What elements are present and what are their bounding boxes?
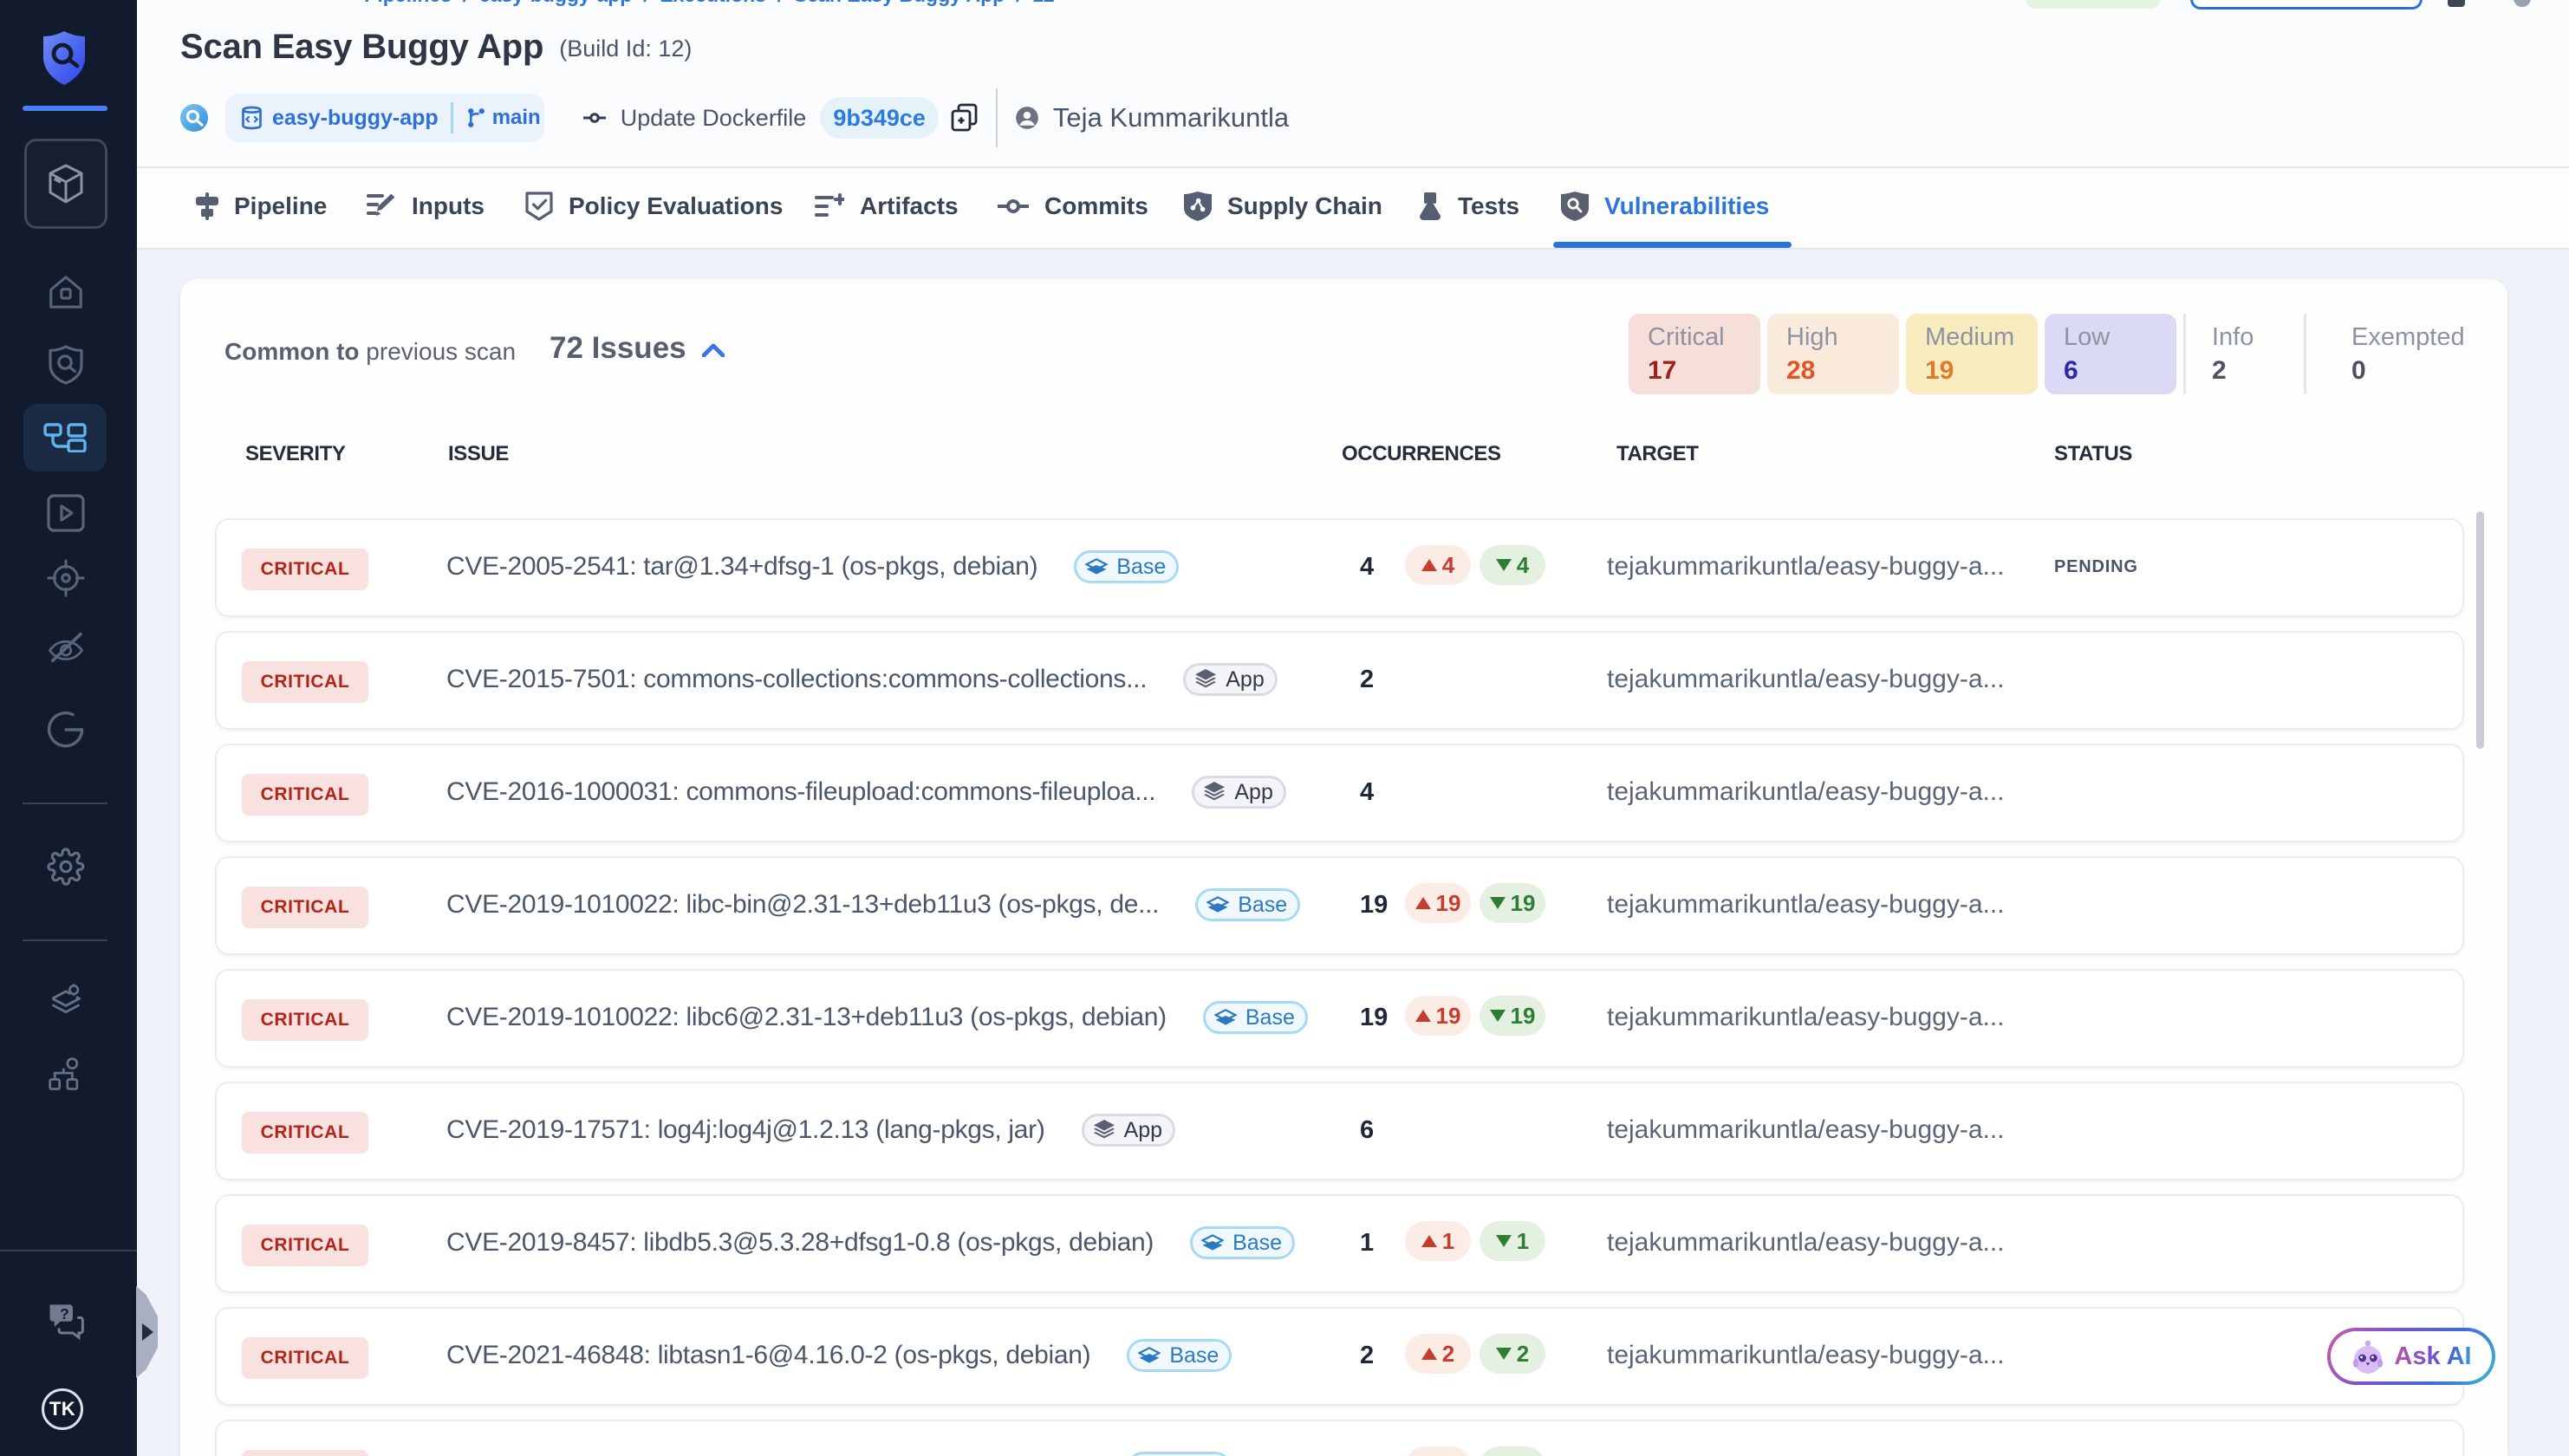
svg-text:?: ? [60,1305,69,1323]
